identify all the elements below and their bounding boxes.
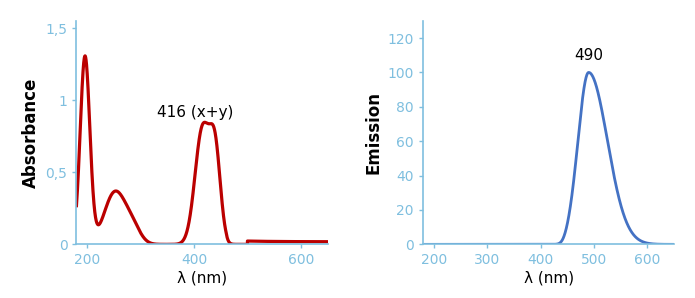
Y-axis label: Absorbance: Absorbance [22,77,40,188]
Y-axis label: Emission: Emission [364,91,382,174]
X-axis label: λ (nm): λ (nm) [523,270,573,285]
Text: 490: 490 [574,48,603,63]
Text: 416 (x+y): 416 (x+y) [156,105,233,120]
X-axis label: λ (nm): λ (nm) [177,270,227,285]
